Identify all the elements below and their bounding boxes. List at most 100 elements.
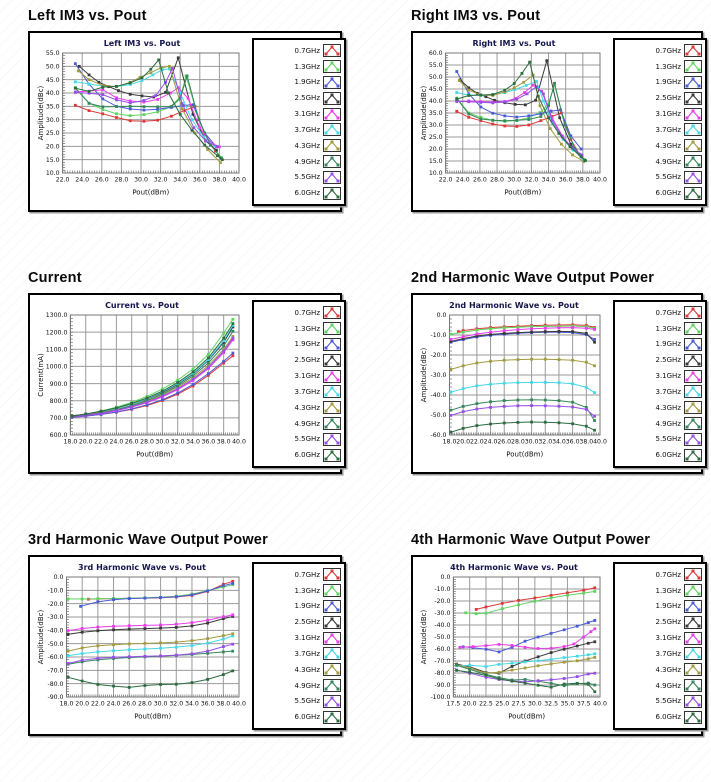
plot-style-icon[interactable] <box>684 306 702 320</box>
plot-style-icon[interactable] <box>323 615 341 629</box>
plot-style-icon[interactable] <box>323 432 341 446</box>
plot-style-icon[interactable] <box>684 584 702 598</box>
plot-style-icon[interactable] <box>684 417 702 430</box>
plot-style-icon[interactable] <box>323 710 341 724</box>
legend-item[interactable]: 1.9GHz <box>257 75 341 89</box>
plot-style-icon[interactable] <box>684 337 702 351</box>
legend-item[interactable]: 3.7GHz <box>257 385 341 399</box>
legend-item[interactable]: 2.5GHz <box>618 353 702 367</box>
legend-item[interactable]: 3.1GHz <box>257 107 341 121</box>
plot-style-icon[interactable] <box>323 186 341 200</box>
legend-item[interactable]: 4.3GHz <box>618 663 702 677</box>
plot-style-icon[interactable] <box>323 75 341 89</box>
plot-style-icon[interactable] <box>323 417 341 430</box>
plot-style-icon[interactable] <box>323 385 341 399</box>
plot-style-icon[interactable] <box>323 401 341 415</box>
plot-style-icon[interactable] <box>323 353 341 367</box>
plot-style-icon[interactable] <box>323 155 341 168</box>
plot-style-icon[interactable] <box>684 170 702 184</box>
legend-item[interactable]: 0.7GHz <box>257 568 341 582</box>
legend-item[interactable]: 2.5GHz <box>257 91 341 105</box>
legend-item[interactable]: 5.5GHz <box>257 432 341 446</box>
legend-item[interactable]: 0.7GHz <box>257 306 341 320</box>
plot-style-icon[interactable] <box>684 679 702 692</box>
legend-item[interactable]: 0.7GHz <box>618 44 702 58</box>
legend-item[interactable]: 0.7GHz <box>618 568 702 582</box>
plot-style-icon[interactable] <box>684 139 702 153</box>
legend-item[interactable]: 6.0GHz <box>257 186 341 200</box>
plot-style-icon[interactable] <box>684 60 702 74</box>
plot-style-icon[interactable] <box>323 107 341 121</box>
legend-item[interactable]: 4.3GHz <box>618 139 702 153</box>
legend-item[interactable]: 4.9GHz <box>257 417 341 431</box>
plot-style-icon[interactable] <box>684 322 702 336</box>
plot-style-icon[interactable] <box>684 647 702 661</box>
legend-item[interactable]: 3.1GHz <box>257 369 341 383</box>
legend-item[interactable]: 6.0GHz <box>618 448 702 462</box>
legend-item[interactable]: 5.5GHz <box>618 432 702 446</box>
plot-style-icon[interactable] <box>323 663 341 677</box>
plot-style-icon[interactable] <box>323 306 341 320</box>
plot-style-icon[interactable] <box>684 615 702 629</box>
legend-item[interactable]: 0.7GHz <box>618 306 702 320</box>
plot-style-icon[interactable] <box>684 401 702 415</box>
legend-item[interactable]: 6.0GHz <box>257 448 341 462</box>
legend-item[interactable]: 6.0GHz <box>618 710 702 724</box>
legend-item[interactable]: 4.9GHz <box>618 155 702 169</box>
legend-item[interactable]: 3.1GHz <box>618 107 702 121</box>
plot-style-icon[interactable] <box>323 647 341 661</box>
plot-style-icon[interactable] <box>323 599 341 613</box>
plot-style-icon[interactable] <box>684 44 702 58</box>
legend-item[interactable]: 3.7GHz <box>618 385 702 399</box>
legend-item[interactable]: 3.7GHz <box>618 123 702 137</box>
legend-item[interactable]: 4.9GHz <box>257 679 341 693</box>
plot-style-icon[interactable] <box>684 369 702 383</box>
legend-item[interactable]: 6.0GHz <box>257 710 341 724</box>
plot-style-icon[interactable] <box>684 568 702 582</box>
legend-item[interactable]: 4.9GHz <box>618 417 702 431</box>
plot-style-icon[interactable] <box>323 322 341 336</box>
plot-style-icon[interactable] <box>323 694 341 708</box>
plot-style-icon[interactable] <box>684 123 702 137</box>
plot-style-icon[interactable] <box>684 385 702 399</box>
legend-item[interactable]: 1.3GHz <box>257 584 341 598</box>
legend-item[interactable]: 5.5GHz <box>618 694 702 708</box>
plot-style-icon[interactable] <box>684 91 702 105</box>
legend-item[interactable]: 2.5GHz <box>618 91 702 105</box>
plot-style-icon[interactable] <box>684 631 702 645</box>
plot-style-icon[interactable] <box>684 75 702 89</box>
plot-style-icon[interactable] <box>684 710 702 724</box>
plot-style-icon[interactable] <box>323 139 341 153</box>
plot-style-icon[interactable] <box>684 599 702 613</box>
legend-item[interactable]: 2.5GHz <box>257 353 341 367</box>
plot-style-icon[interactable] <box>684 353 702 367</box>
legend-item[interactable]: 4.3GHz <box>257 663 341 677</box>
legend-item[interactable]: 1.9GHz <box>618 337 702 351</box>
plot-style-icon[interactable] <box>684 155 702 168</box>
legend-item[interactable]: 4.3GHz <box>257 401 341 415</box>
legend-item[interactable]: 5.5GHz <box>257 694 341 708</box>
legend-item[interactable]: 3.7GHz <box>257 647 341 661</box>
legend-item[interactable]: 6.0GHz <box>618 186 702 200</box>
legend-item[interactable]: 4.9GHz <box>618 679 702 693</box>
plot-style-icon[interactable] <box>323 568 341 582</box>
legend-item[interactable]: 2.5GHz <box>618 615 702 629</box>
legend-item[interactable]: 5.5GHz <box>257 170 341 184</box>
legend-item[interactable]: 2.5GHz <box>257 615 341 629</box>
plot-style-icon[interactable] <box>323 123 341 137</box>
plot-style-icon[interactable] <box>323 631 341 645</box>
legend-item[interactable]: 4.9GHz <box>257 155 341 169</box>
plot-style-icon[interactable] <box>684 186 702 200</box>
plot-style-icon[interactable] <box>323 91 341 105</box>
legend-item[interactable]: 1.9GHz <box>257 337 341 351</box>
legend-item[interactable]: 4.3GHz <box>257 139 341 153</box>
legend-item[interactable]: 1.9GHz <box>618 599 702 613</box>
legend-item[interactable]: 3.1GHz <box>257 631 341 645</box>
legend-item[interactable]: 1.3GHz <box>257 60 341 74</box>
legend-item[interactable]: 5.5GHz <box>618 170 702 184</box>
plot-style-icon[interactable] <box>323 44 341 58</box>
legend-item[interactable]: 4.3GHz <box>618 401 702 415</box>
plot-style-icon[interactable] <box>323 584 341 598</box>
plot-style-icon[interactable] <box>684 663 702 677</box>
legend-item[interactable]: 1.3GHz <box>618 60 702 74</box>
